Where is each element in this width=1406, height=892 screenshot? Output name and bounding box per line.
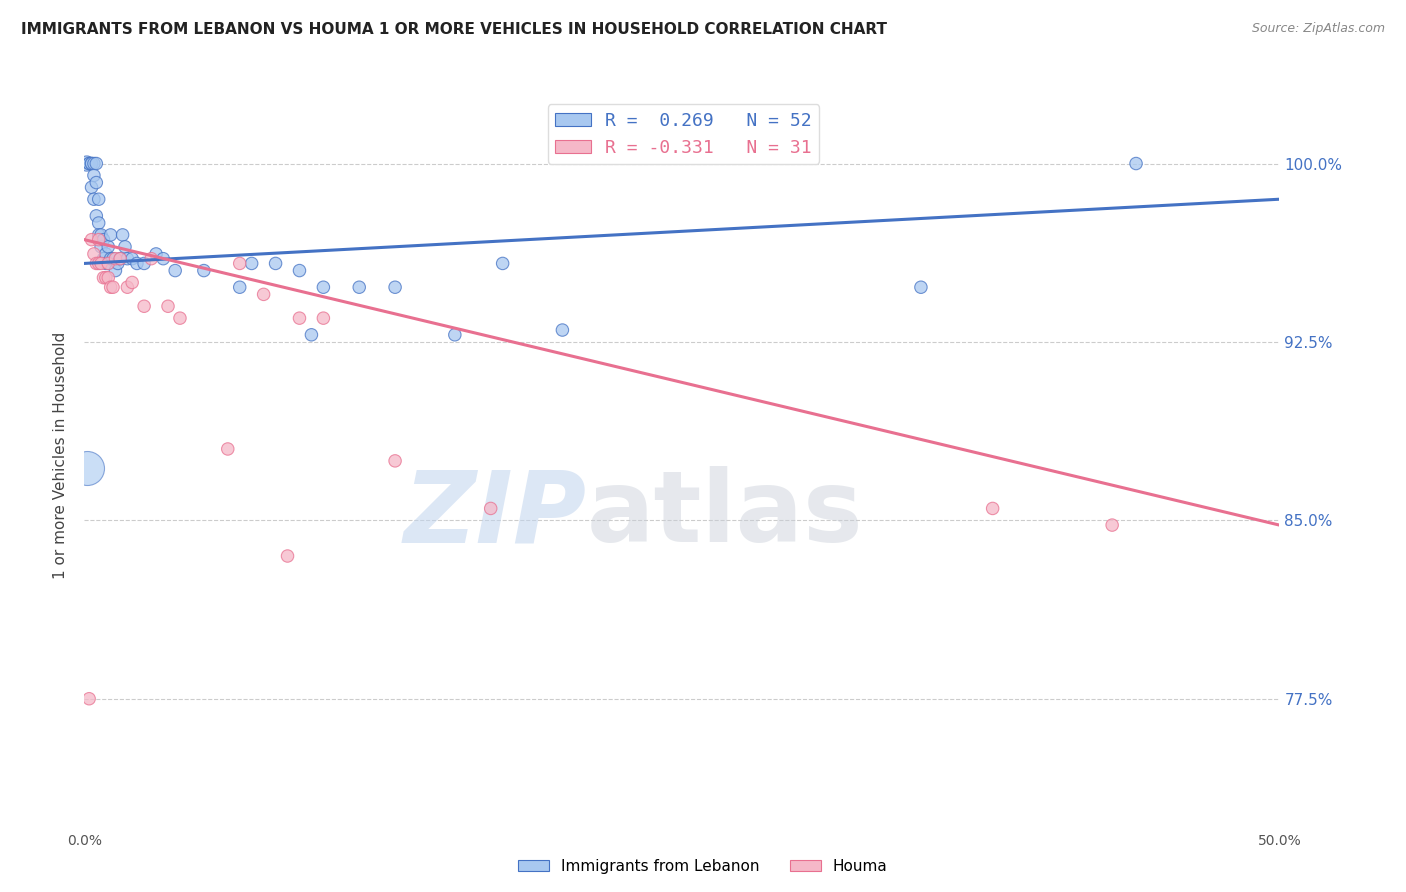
Text: ZIP: ZIP xyxy=(404,467,586,564)
Point xyxy=(253,287,276,301)
Point xyxy=(97,256,120,270)
Point xyxy=(384,454,406,468)
Point xyxy=(121,252,143,266)
Point xyxy=(94,256,117,270)
Point xyxy=(76,156,98,170)
Point xyxy=(86,209,108,223)
Point xyxy=(551,323,574,337)
Point xyxy=(107,256,129,270)
Point xyxy=(114,240,136,254)
Point xyxy=(384,280,406,294)
Point xyxy=(97,240,120,254)
Point xyxy=(111,227,134,242)
Text: atlas: atlas xyxy=(586,467,863,564)
Point xyxy=(77,156,100,170)
Point xyxy=(83,169,105,183)
Point xyxy=(492,256,515,270)
Point xyxy=(193,263,215,277)
Point xyxy=(288,263,311,277)
Point xyxy=(87,216,110,230)
Point xyxy=(132,256,156,270)
Point xyxy=(83,247,105,261)
Point xyxy=(145,247,167,261)
Point xyxy=(83,192,105,206)
Point xyxy=(80,156,103,170)
Point xyxy=(86,256,108,270)
Point xyxy=(165,263,187,277)
Point xyxy=(117,252,139,266)
Point xyxy=(125,256,148,270)
Point xyxy=(86,176,108,190)
Point xyxy=(87,227,110,242)
Point xyxy=(80,180,103,194)
Point xyxy=(94,247,117,261)
Point xyxy=(132,299,156,313)
Point xyxy=(288,311,311,326)
Point xyxy=(90,227,112,242)
Point xyxy=(349,280,371,294)
Point xyxy=(100,227,122,242)
Point xyxy=(90,240,112,254)
Point xyxy=(312,311,335,326)
Point xyxy=(910,280,932,294)
Point xyxy=(83,156,105,170)
Point xyxy=(277,549,299,563)
Point xyxy=(100,280,122,294)
Point xyxy=(97,256,120,270)
Point xyxy=(217,442,239,456)
Point xyxy=(229,256,252,270)
Point xyxy=(87,256,110,270)
Point xyxy=(157,299,180,313)
Point xyxy=(110,252,132,266)
Point xyxy=(101,280,124,294)
Point xyxy=(444,327,467,342)
Point xyxy=(77,156,100,170)
Point xyxy=(104,263,127,277)
Point xyxy=(77,691,100,706)
Point xyxy=(981,501,1004,516)
Point xyxy=(76,461,98,475)
Point xyxy=(80,233,103,247)
Point xyxy=(93,252,115,266)
Point xyxy=(229,280,252,294)
Point xyxy=(80,156,103,170)
Point xyxy=(1101,518,1123,533)
Point xyxy=(312,280,335,294)
Point xyxy=(86,156,108,170)
Point xyxy=(93,233,115,247)
Point xyxy=(169,311,191,326)
Point xyxy=(121,276,143,290)
Point xyxy=(117,280,139,294)
Y-axis label: 1 or more Vehicles in Household: 1 or more Vehicles in Household xyxy=(53,331,69,579)
Point xyxy=(104,252,127,266)
Point xyxy=(264,256,287,270)
Text: IMMIGRANTS FROM LEBANON VS HOUMA 1 OR MORE VEHICLES IN HOUSEHOLD CORRELATION CHA: IMMIGRANTS FROM LEBANON VS HOUMA 1 OR MO… xyxy=(21,22,887,37)
Point xyxy=(110,252,132,266)
Point xyxy=(141,252,163,266)
Text: Source: ZipAtlas.com: Source: ZipAtlas.com xyxy=(1251,22,1385,36)
Point xyxy=(152,252,174,266)
Point xyxy=(101,252,124,266)
Point xyxy=(240,256,263,270)
Point xyxy=(100,252,122,266)
Legend: R =  0.269   N = 52, R = -0.331   N = 31: R = 0.269 N = 52, R = -0.331 N = 31 xyxy=(547,104,820,164)
Point xyxy=(87,192,110,206)
Legend: Immigrants from Lebanon, Houma: Immigrants from Lebanon, Houma xyxy=(512,853,894,880)
Point xyxy=(93,270,115,285)
Point xyxy=(479,501,502,516)
Point xyxy=(94,270,117,285)
Point xyxy=(97,270,120,285)
Point xyxy=(90,256,112,270)
Point xyxy=(1125,156,1147,170)
Point xyxy=(87,233,110,247)
Point xyxy=(301,327,323,342)
